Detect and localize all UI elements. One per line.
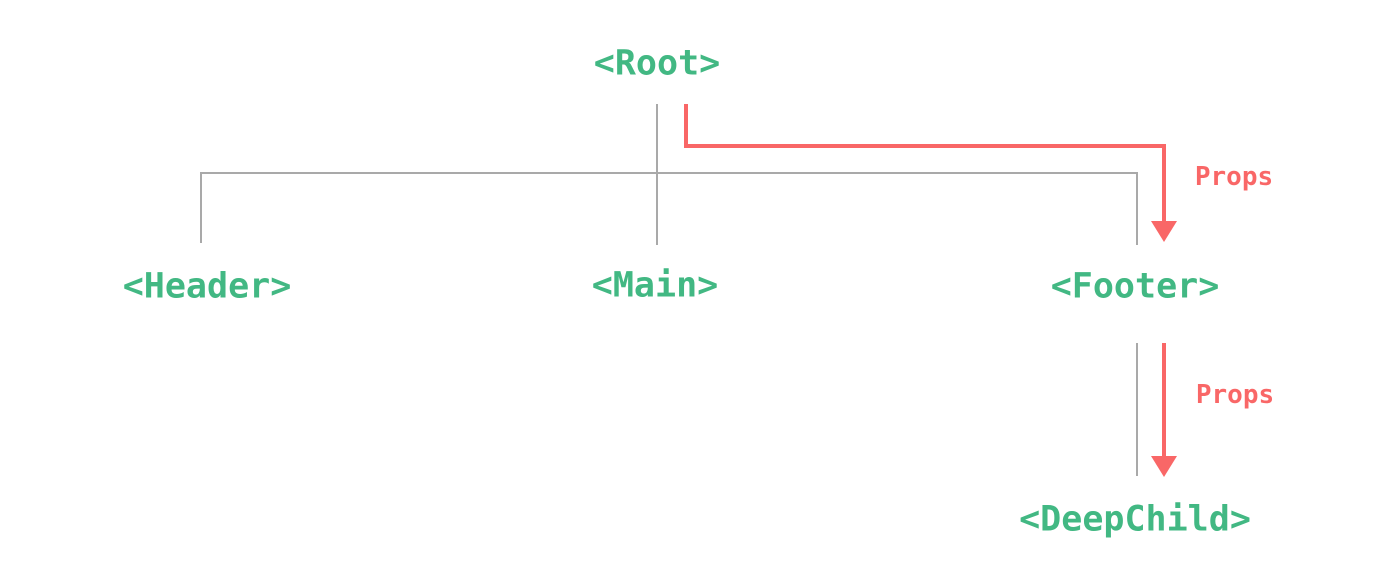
props-arrow-footer-segment bbox=[1162, 343, 1166, 456]
props-arrowhead-to-footer bbox=[1151, 221, 1177, 242]
node-deepchild: <DeepChild> bbox=[1019, 499, 1251, 540]
node-header: <Header> bbox=[122, 266, 292, 307]
props-label-footer-to-deepchild: Props bbox=[1195, 380, 1275, 410]
node-main: <Main> bbox=[591, 265, 719, 306]
props-arrowhead-to-deepchild bbox=[1151, 456, 1177, 477]
props-arrow-root-down-segment bbox=[684, 104, 688, 148]
connector-root-to-main bbox=[656, 104, 658, 245]
node-root: <Root> bbox=[593, 43, 721, 84]
node-footer: <Footer> bbox=[1050, 266, 1220, 307]
connector-to-footer bbox=[1136, 172, 1138, 245]
props-arrow-root-across-segment bbox=[684, 144, 1166, 148]
connector-children-horizontal bbox=[200, 172, 1138, 174]
connector-footer-to-deepchild bbox=[1136, 343, 1138, 476]
connector-to-header bbox=[200, 172, 202, 243]
props-arrow-root-drop-segment bbox=[1162, 144, 1166, 221]
props-label-root-to-footer: Props bbox=[1194, 162, 1274, 192]
